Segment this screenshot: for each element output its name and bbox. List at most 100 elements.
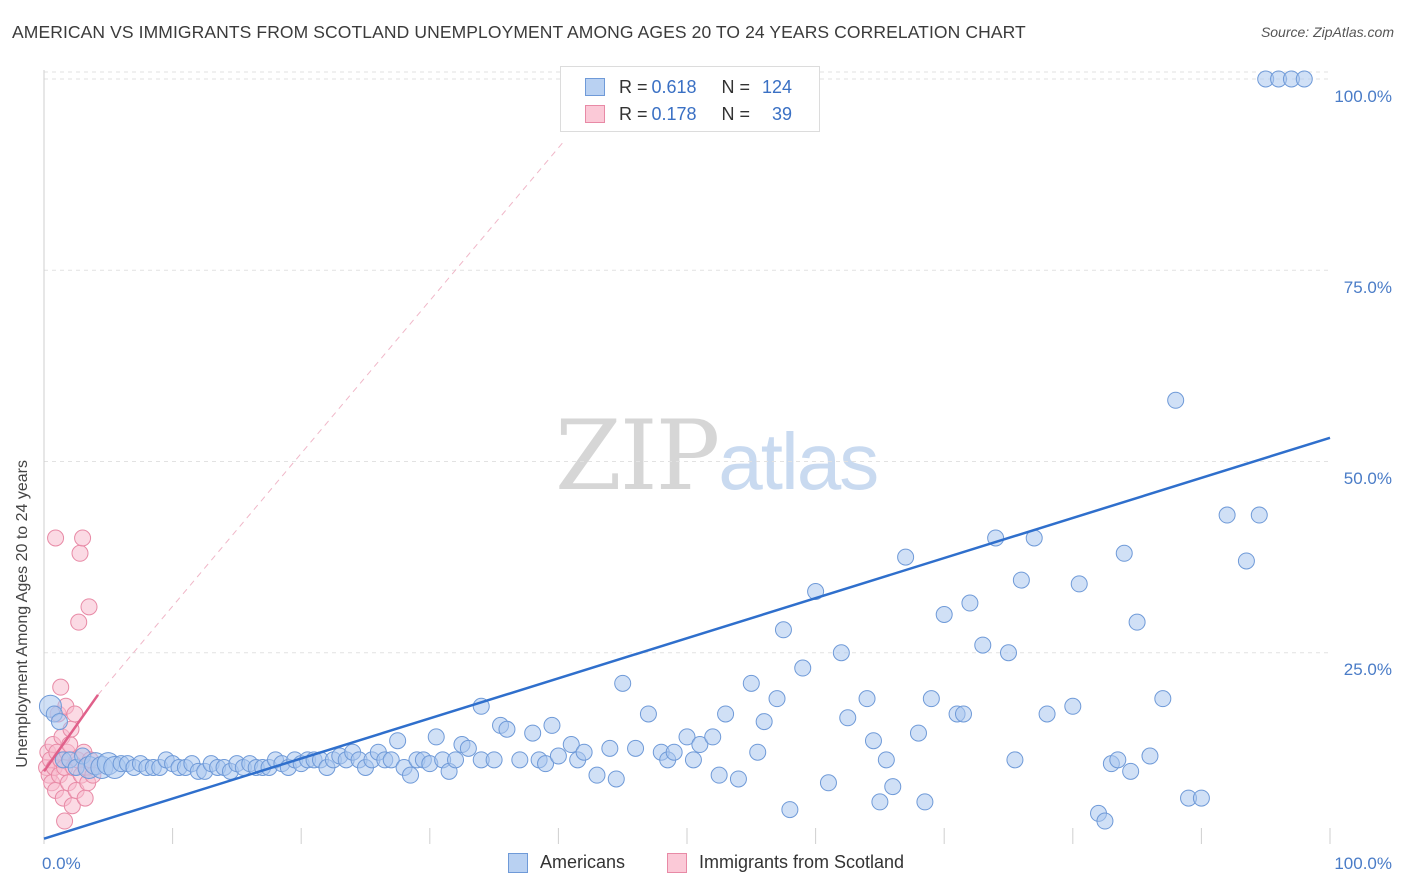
- americans-point: [832, 644, 850, 662]
- scotland-trend-line: [42, 694, 100, 773]
- americans-point: [1109, 751, 1127, 769]
- americans-swatch-icon: [585, 78, 605, 96]
- stats-row-scotland: R = 0.178 N = 39: [585, 102, 792, 126]
- n-value: 124: [762, 76, 793, 97]
- americans-point: [781, 801, 799, 819]
- y-tick-label-100: 100.0%: [1334, 87, 1392, 106]
- americans-point: [524, 724, 542, 742]
- r-value: 0.178: [651, 103, 697, 124]
- americans-point: [1250, 506, 1268, 524]
- stats-row-americans: R = 0.618 N = 124: [585, 75, 792, 99]
- americans-point: [684, 751, 702, 769]
- r-label: R =: [619, 103, 648, 124]
- americans-point: [954, 705, 972, 723]
- americans-point: [1096, 812, 1114, 830]
- americans-point: [511, 751, 529, 769]
- americans-point: [537, 755, 555, 773]
- r-value: 0.618: [651, 76, 697, 97]
- y-tick-label-50: 50.0%: [1343, 469, 1392, 488]
- americans-point: [1038, 705, 1056, 723]
- y-tick-label-75: 75.0%: [1343, 278, 1392, 297]
- americans-point: [1192, 789, 1210, 807]
- americans-point: [877, 751, 895, 769]
- americans-point: [1167, 391, 1185, 409]
- americans-point: [922, 690, 940, 708]
- scotland-point: [80, 598, 98, 616]
- americans-point: [819, 774, 837, 792]
- americans-point: [774, 621, 792, 639]
- reference-line: [97, 139, 566, 696]
- americans-point: [639, 705, 657, 723]
- americans-point: [1237, 552, 1255, 570]
- americans-point: [50, 713, 68, 731]
- legend-item-scotland[interactable]: Immigrants from Scotland: [667, 852, 904, 873]
- americans-point: [485, 751, 503, 769]
- n-value: 39: [772, 103, 793, 124]
- americans-point: [575, 743, 593, 761]
- chart-legend: Americans Immigrants from Scotland: [0, 852, 1406, 876]
- americans-point: [607, 770, 625, 788]
- x-tick-label-100: 100.0%: [1334, 854, 1392, 873]
- scotland-point: [74, 529, 92, 547]
- scotland-point: [47, 529, 65, 547]
- americans-point: [704, 728, 722, 746]
- americans-point: [742, 674, 760, 692]
- americans-point: [749, 743, 767, 761]
- americans-point: [1128, 613, 1146, 631]
- americans-point: [794, 659, 812, 677]
- americans-point: [768, 690, 786, 708]
- americans-point: [447, 751, 465, 769]
- n-label: N =: [721, 103, 751, 124]
- n-label: N =: [721, 76, 751, 97]
- americans-point: [755, 713, 773, 731]
- y-tick-label-25: 25.0%: [1343, 660, 1392, 679]
- americans-point: [459, 739, 477, 757]
- americans-point: [961, 594, 979, 612]
- americans-point: [389, 732, 407, 750]
- americans-point: [710, 766, 728, 784]
- americans-point: [1012, 571, 1030, 589]
- scotland-point: [66, 705, 84, 723]
- americans-point: [974, 636, 992, 654]
- americans-point: [665, 743, 683, 761]
- americans-point: [884, 778, 902, 796]
- scotland-point: [56, 812, 74, 830]
- americans-point: [1070, 575, 1088, 593]
- scotland-swatch-icon: [585, 105, 605, 123]
- legend-item-americans[interactable]: Americans: [508, 852, 625, 873]
- americans-point: [1122, 762, 1140, 780]
- chart-title: AMERICAN VS IMMIGRANTS FROM SCOTLAND UNE…: [12, 22, 1026, 42]
- americans-point: [588, 766, 606, 784]
- scotland-point: [52, 678, 70, 696]
- scotland-legend-swatch-icon: [667, 852, 687, 873]
- legend-label-scotland: Immigrants from Scotland: [699, 852, 905, 872]
- scotland-point: [76, 789, 94, 807]
- americans-point: [601, 739, 619, 757]
- americans-point: [909, 724, 927, 742]
- americans-point: [839, 709, 857, 727]
- americans-point: [871, 793, 889, 811]
- americans-point: [916, 793, 934, 811]
- americans-point: [897, 548, 915, 566]
- americans-point: [382, 751, 400, 769]
- americans-point: [562, 736, 580, 754]
- americans-point: [1000, 644, 1017, 662]
- americans-point: [729, 770, 747, 788]
- americans-point: [543, 716, 561, 734]
- source-label: Source: ZipAtlas.com: [1260, 24, 1394, 40]
- americans-point: [402, 766, 420, 784]
- americans-point: [1064, 697, 1082, 715]
- americans-point: [1218, 506, 1236, 524]
- americans-point: [807, 583, 825, 601]
- americans-point: [864, 732, 882, 750]
- americans-point: [1295, 70, 1313, 88]
- scotland-point: [71, 544, 89, 562]
- americans-trend-line: [43, 436, 1331, 840]
- x-tick-label-0: 0.0%: [42, 854, 81, 873]
- americans-point: [427, 728, 445, 746]
- americans-point: [1154, 690, 1172, 708]
- americans-point: [1006, 751, 1024, 769]
- americans-point: [717, 705, 735, 723]
- scotland-point: [70, 613, 88, 631]
